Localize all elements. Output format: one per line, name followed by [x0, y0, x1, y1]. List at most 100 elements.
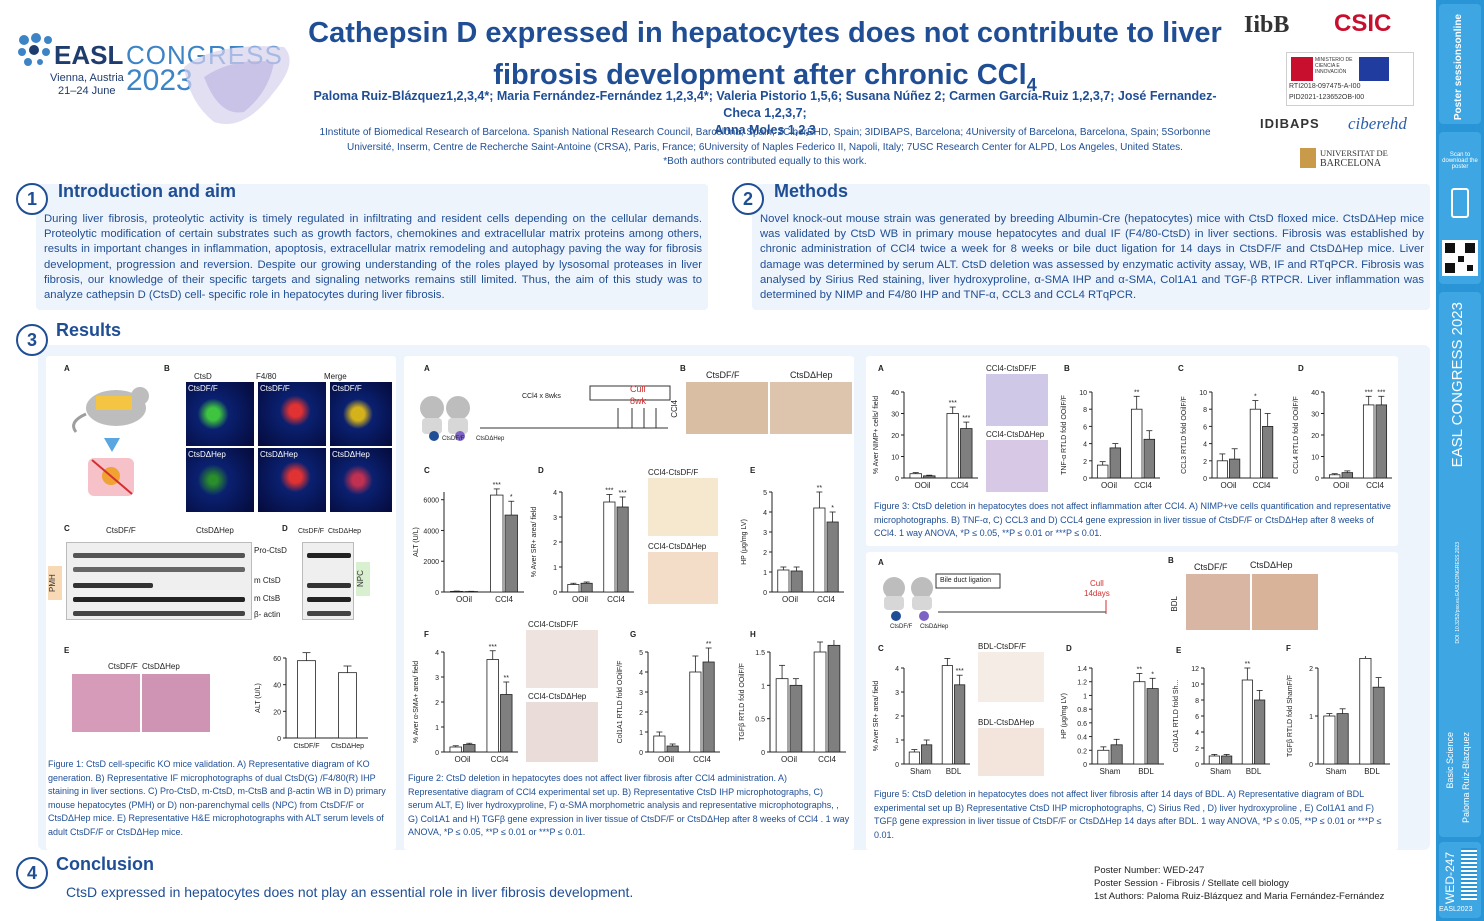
significance-label: *** [949, 400, 957, 407]
bar [1146, 688, 1159, 765]
y-axis-label: CCL3 RTLD fold OOilF/F [1181, 396, 1188, 474]
figure-5-panel: A Bile duct ligation Cull 14days CtsDF/F… [866, 552, 1398, 850]
methods-section [752, 184, 1430, 310]
if-merge-ff [330, 382, 392, 446]
significance-label: *** [1365, 389, 1373, 396]
y-tick-label: 2 [763, 550, 767, 557]
x-group-label: OOil [1221, 481, 1237, 490]
bar [1323, 715, 1336, 765]
title-subscript: 4 [1026, 74, 1037, 95]
bar [1221, 755, 1233, 765]
bdl-ihp-hep [1252, 574, 1318, 630]
ihp-lbl-ff: CtsDF/F [706, 370, 740, 380]
figure-5-caption: Figure 5: CtsD deletion in hepatocytes d… [874, 789, 1382, 840]
cull-8wk-label: 8wk [630, 396, 647, 406]
y-axis-label: Col1A1 RTLD fold Sh... [1173, 680, 1180, 753]
csic-logo: CSIC [1334, 10, 1392, 37]
sidebar-doi: DOI: 10.3252/pso.eu.EASLCONGRESS.2023 [1455, 542, 1461, 644]
bdl-sr-lbl-ff: BDL-CtsDF/F [978, 642, 1026, 651]
y-tick-label: 2000 [423, 559, 439, 566]
scan-text: Scan to download the poster [1442, 152, 1478, 170]
bar [1109, 447, 1122, 479]
fig2-label-g: G [630, 630, 637, 639]
qr-code-icon[interactable] [1442, 240, 1478, 276]
y-axis-label: Col1A1 RTLD fold OOilF/F [617, 661, 624, 744]
bar [1241, 679, 1253, 765]
x-group-label: OOil [781, 755, 797, 764]
if-ctsd-hep [186, 448, 254, 512]
y-tick-label: 30 [891, 412, 899, 419]
bar [1249, 408, 1261, 479]
y-tick-label: 0 [553, 590, 557, 597]
asma-hep [526, 702, 598, 762]
bdl-cull-days-label: 14days [1084, 589, 1110, 598]
bar [666, 745, 679, 753]
bar [449, 746, 462, 753]
y-axis-label: ALT (U/L) [413, 527, 420, 557]
chart-fig2d-sr: 0 1 2 3 4 % Aver SR+ area/ field OOil *** *** CCl… [531, 488, 634, 604]
nimp-ff [986, 374, 1048, 426]
x-group-label: Sham [1326, 767, 1347, 776]
easl-congress-logo: EASL CONGRESS Vienna, Austria 21–24 June… [14, 22, 304, 152]
grant-1: RTI2018-097475-A-I00 [1289, 83, 1361, 90]
y-axis-label: TGFβ RTLD fold ShamF/F [1287, 675, 1294, 757]
ihp-ccl4-label: CCl4 [670, 400, 679, 418]
bdl-setup-lbl-ff: CtsDF/F [890, 624, 913, 630]
ciberehd-logo: ciberehd [1348, 114, 1407, 133]
fig2-label-h: H [750, 630, 756, 639]
setup-lbl-ff: CtsDF/F [442, 436, 465, 442]
bar [1341, 472, 1354, 479]
wb-npc [302, 542, 354, 620]
bar [827, 644, 841, 753]
significance-label: ** [1245, 661, 1251, 668]
bar [1133, 681, 1146, 765]
barcode-icon [1461, 848, 1477, 900]
y-tick-label: 8 [1203, 407, 1207, 414]
bar [789, 684, 803, 753]
y-axis-label: % Aver SR+ area/ field [873, 681, 880, 752]
ccl4-8wks-label: CCl4 x 8wks [522, 393, 561, 400]
bar [463, 744, 476, 753]
he-ff [72, 674, 140, 732]
intro-text: During liver fibrosis, proteolytic activ… [44, 213, 702, 302]
x-group-label: OOil [782, 595, 798, 604]
figure-2-panel: A CCl4 x 8wks Cull 8wk CtsDF/F CtsDΔHep … [404, 356, 854, 850]
significance-label: * [1254, 394, 1257, 401]
title-line-2: fibrosis development after chronic CCl [493, 59, 1027, 91]
asma-lbl-ff: CCl4-CtsDF/F [528, 620, 579, 629]
y-tick-label: 4 [639, 670, 643, 677]
affiliations: 1Institute of Biomedical Research of Bar… [300, 125, 1230, 155]
pmh-tag: PMH [48, 566, 62, 600]
bar [1359, 657, 1372, 765]
chart-fig1e-alt: 0 20 40 60 ALT (U/L) CtsDF/F CtsDΔHep [255, 652, 368, 750]
y-tick-label: 0 [1309, 762, 1313, 769]
y-tick-label: 4 [895, 666, 899, 673]
bar [946, 413, 959, 479]
wb-pmh [66, 542, 252, 620]
bdl-setup-diagram [883, 573, 1107, 621]
congress-year: 2023 [126, 64, 193, 97]
sidebar-session: Basic Science [1445, 732, 1455, 789]
ub-crest-icon [1300, 148, 1316, 168]
ministerio-text: MINISTERIO DE CIENCIA E INNOVACIÓN [1315, 57, 1353, 75]
if-lbl-hep-1: CtsDΔHep [188, 450, 226, 459]
y-tick-label: 8 [1195, 698, 1199, 705]
y-tick-label: 2 [1195, 746, 1199, 753]
if-merge-hep [330, 448, 392, 512]
chart-fig5f-tgfb: 0 1 2 TGFβ RTLD fold ShamF/F Sham BDL [1287, 656, 1390, 776]
sponsor-logos: IibB CSIC MINISTERIO DE CIENCIA E INNOVA… [1238, 8, 1428, 173]
y-axis-label: % Aver SR+ area/ field [531, 507, 538, 578]
col-f480: F4/80 [256, 372, 277, 381]
y-tick-label: 20 [273, 709, 281, 716]
bar [908, 751, 920, 765]
ko-diagram [72, 387, 149, 496]
x-group-label: Sham [1100, 767, 1121, 776]
if-ctsd-ff [186, 382, 254, 446]
x-group-label: OOil [455, 755, 471, 764]
authors: Paloma Ruiz-Blázquez1,2,3,4*; Maria Fern… [300, 88, 1230, 139]
significance-label: ** [504, 675, 510, 682]
significance-label: * [510, 494, 513, 501]
significance-label: ** [1134, 389, 1140, 396]
sidebar-download[interactable]: Scan to download the poster [1439, 132, 1481, 284]
